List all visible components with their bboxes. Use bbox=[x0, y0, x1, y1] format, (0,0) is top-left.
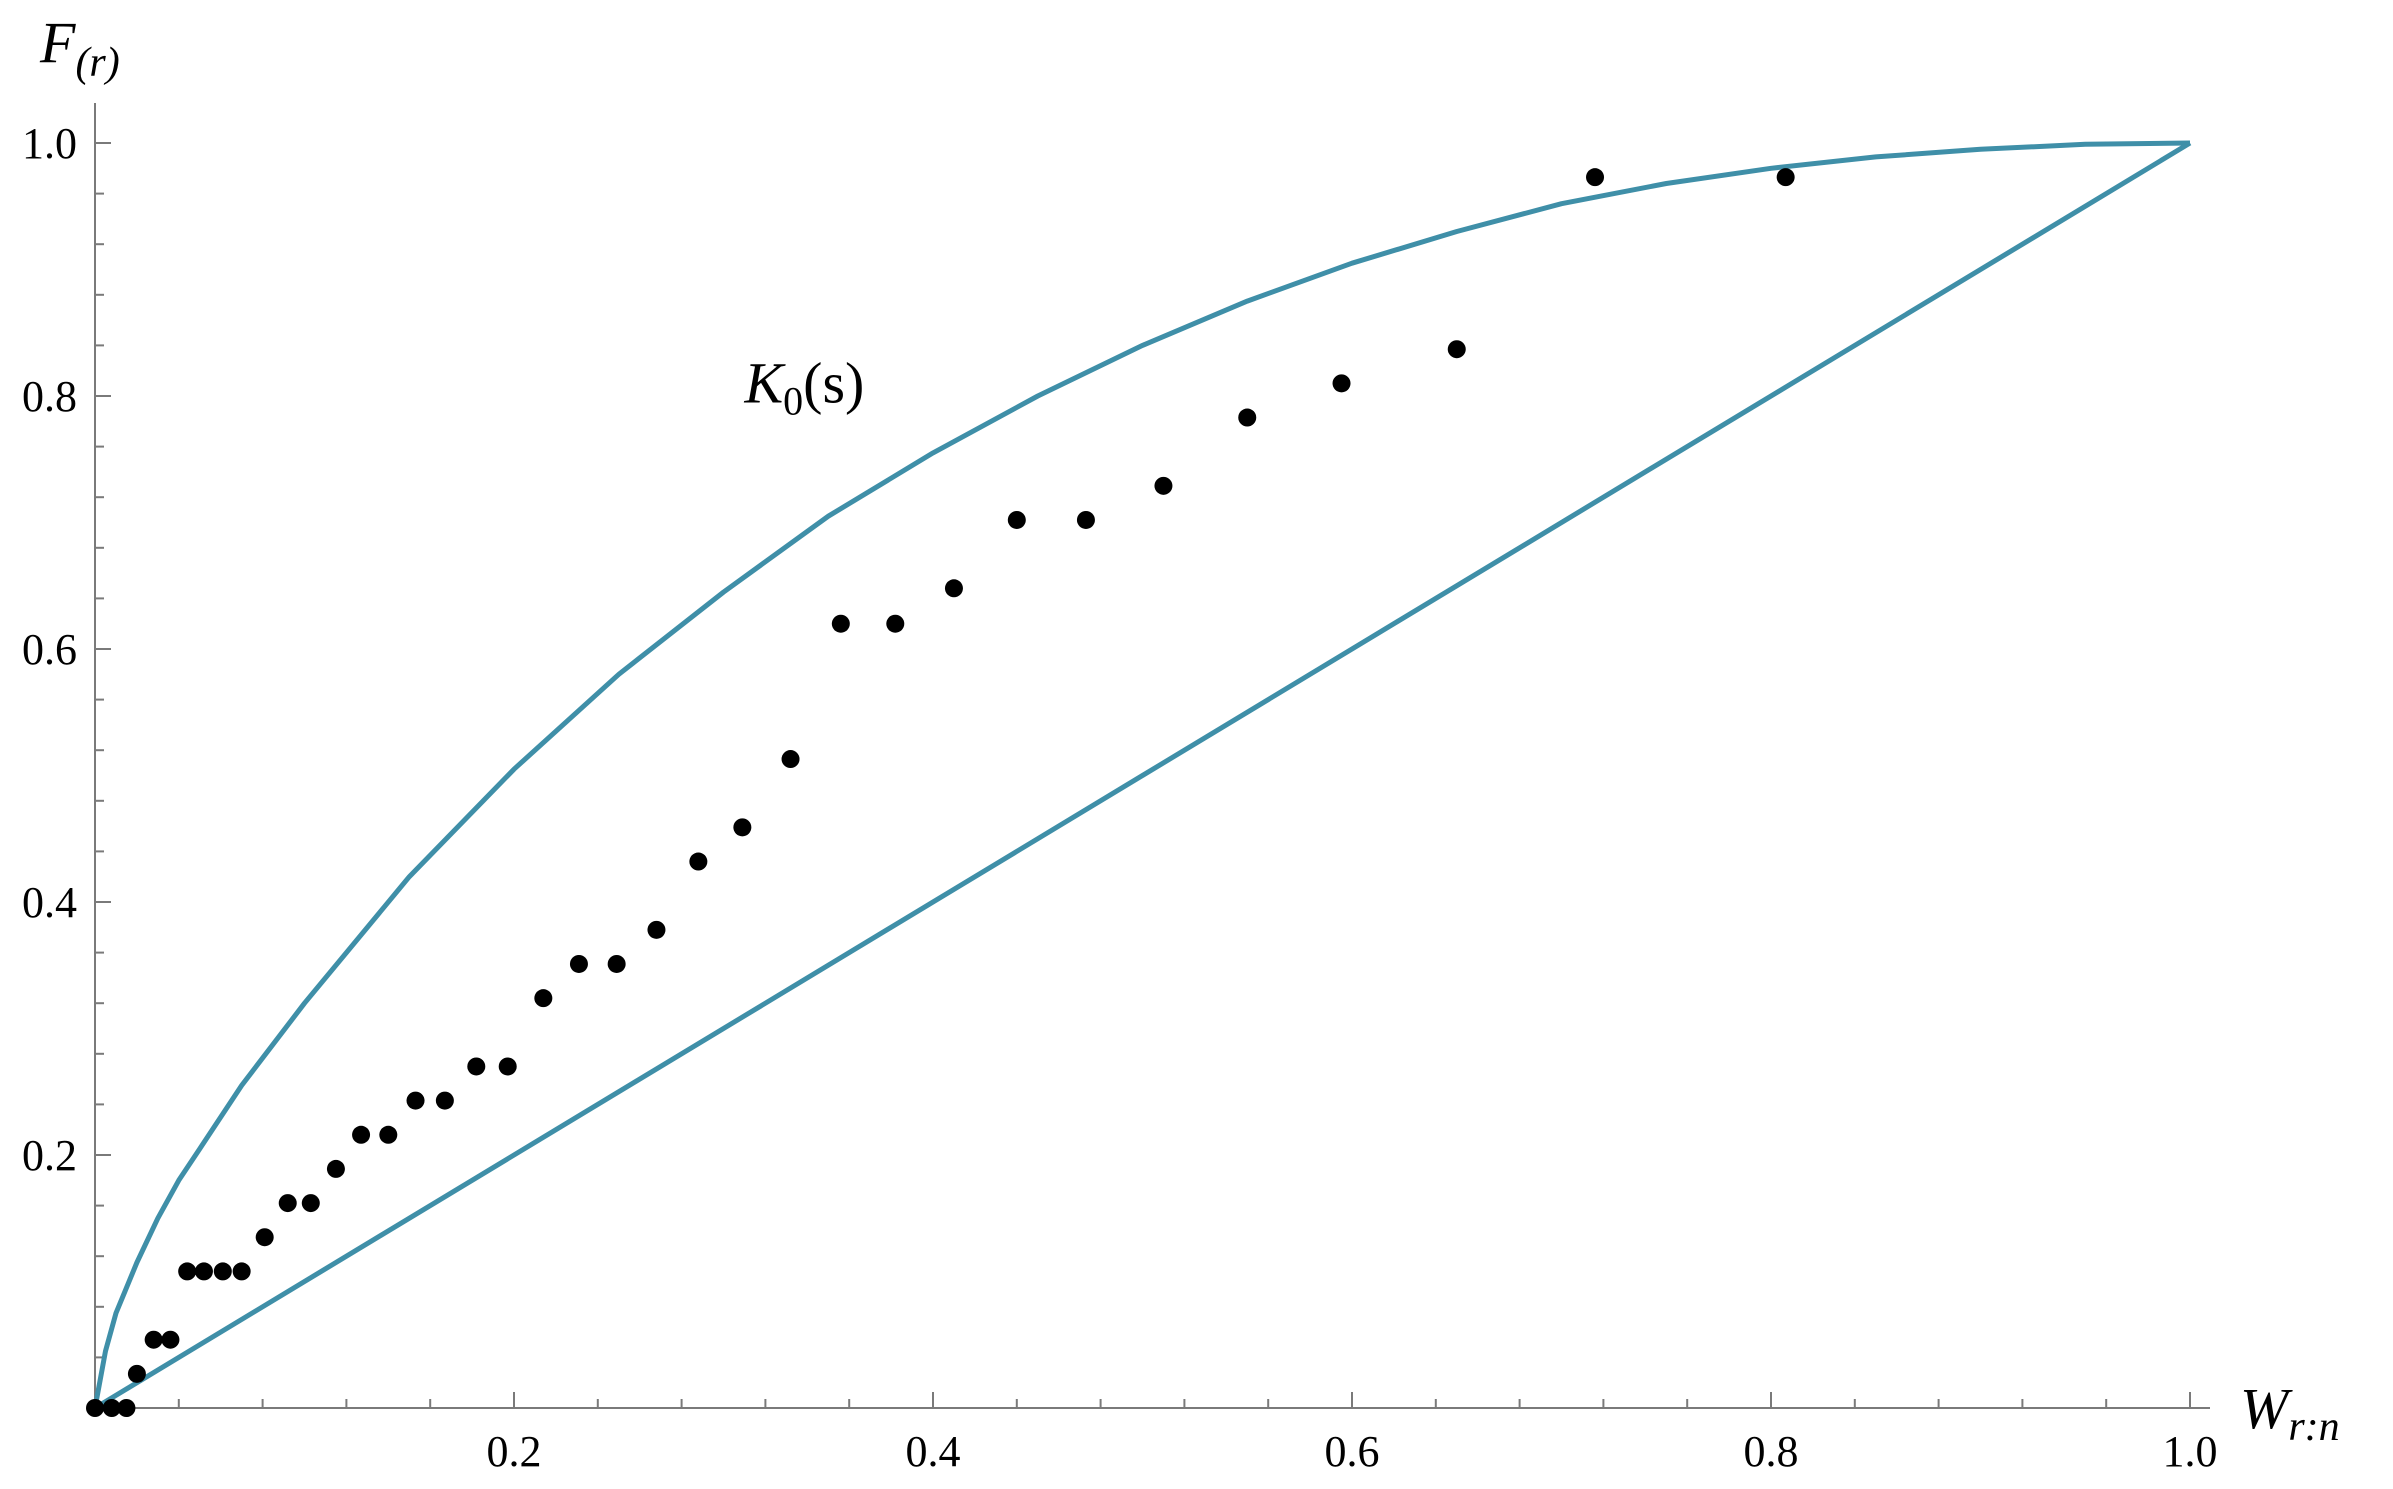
data-point bbox=[607, 954, 626, 973]
data-point bbox=[102, 1399, 121, 1417]
data-point bbox=[647, 920, 666, 939]
data-point bbox=[127, 1364, 146, 1383]
data-point bbox=[1238, 408, 1257, 427]
data-point bbox=[379, 1125, 398, 1144]
x-tick-label: 0.8 bbox=[1744, 1427, 1799, 1476]
y-tick-label: 0.2 bbox=[22, 1131, 77, 1180]
data-point bbox=[498, 1057, 517, 1076]
labels: F(r) Wr:n K0(s) bbox=[39, 10, 2340, 1450]
data-point bbox=[781, 750, 800, 769]
data-point bbox=[232, 1262, 251, 1281]
data-point bbox=[435, 1091, 454, 1110]
data-point bbox=[161, 1330, 180, 1349]
data-point bbox=[1586, 168, 1605, 187]
data-point bbox=[117, 1399, 136, 1417]
x-tick-label: 0.6 bbox=[1325, 1427, 1380, 1476]
data-point bbox=[534, 989, 553, 1008]
y-tick-label: 0.4 bbox=[22, 878, 77, 927]
data-point bbox=[178, 1262, 197, 1281]
data-point bbox=[213, 1262, 232, 1281]
axes: 0.2 0.4 0.6 0.8 1.0 0.2 0.4 0.6 0.8 1.0 bbox=[22, 103, 2218, 1476]
data-point bbox=[569, 954, 588, 973]
data-point bbox=[352, 1125, 371, 1144]
data-point bbox=[1776, 168, 1795, 187]
curve-upper bbox=[92, 140, 2191, 1409]
x-axis-label: Wr:n bbox=[2240, 1376, 2340, 1450]
y-tick-label: 0.6 bbox=[22, 625, 77, 674]
data-point bbox=[326, 1159, 345, 1178]
y-axis-label: F(r) bbox=[39, 10, 120, 86]
data-point bbox=[1447, 340, 1466, 359]
data-point bbox=[278, 1194, 297, 1213]
y-tick-label: 1.0 bbox=[22, 119, 77, 168]
data-point bbox=[1154, 476, 1173, 495]
data-points bbox=[86, 168, 1795, 1417]
data-point bbox=[1007, 510, 1026, 529]
data-point bbox=[406, 1091, 425, 1110]
data-point bbox=[831, 614, 850, 633]
data-point bbox=[733, 818, 752, 837]
data-point bbox=[194, 1262, 213, 1281]
curve-lower bbox=[93, 140, 2192, 1411]
data-point bbox=[86, 1399, 104, 1417]
y-tick-label: 0.8 bbox=[22, 372, 77, 421]
data-point bbox=[301, 1194, 320, 1213]
data-point bbox=[1332, 374, 1351, 393]
data-point bbox=[944, 579, 963, 598]
data-point bbox=[255, 1228, 274, 1247]
data-point bbox=[689, 852, 708, 871]
curve-annotation: K0(s) bbox=[743, 350, 864, 423]
x-tick-label: 0.4 bbox=[906, 1427, 961, 1476]
x-tick-label: 0.2 bbox=[487, 1427, 542, 1476]
data-point bbox=[144, 1330, 163, 1349]
data-point bbox=[1076, 510, 1095, 529]
curves bbox=[92, 140, 2192, 1411]
data-point bbox=[467, 1057, 486, 1076]
data-point bbox=[886, 614, 905, 633]
x-tick-label: 1.0 bbox=[2163, 1427, 2218, 1476]
